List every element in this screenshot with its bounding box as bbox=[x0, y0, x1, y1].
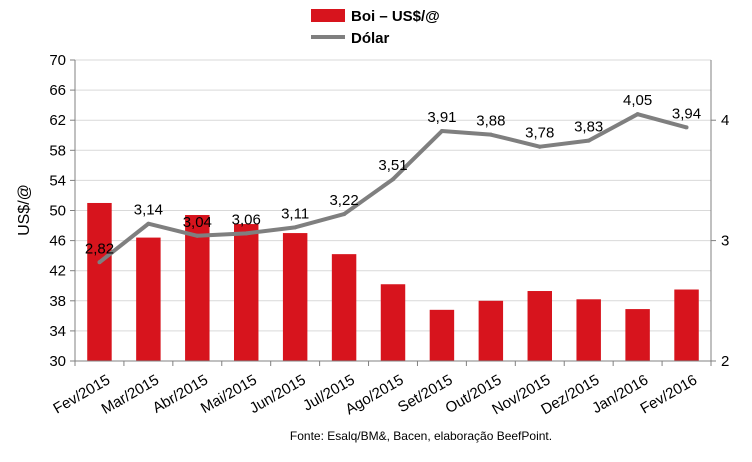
data-label-4: 3,11 bbox=[281, 205, 309, 222]
y-tick-label-0: 30 bbox=[49, 353, 66, 370]
legend: Boi – US$/@ Dólar bbox=[311, 8, 440, 47]
dolar-point-5 bbox=[342, 212, 347, 217]
dolar-point-0 bbox=[97, 260, 102, 265]
bar-1 bbox=[136, 237, 161, 361]
dolar-point-10 bbox=[586, 138, 591, 143]
y-tick-label-10: 70 bbox=[49, 52, 66, 69]
bar-5 bbox=[331, 254, 357, 361]
x-tick-label-12: Fev/2016 bbox=[637, 371, 700, 417]
y2-tick-label-0: 2 bbox=[721, 353, 729, 370]
y-tick-label-5: 50 bbox=[49, 203, 66, 220]
data-label-3: 3,06 bbox=[232, 211, 261, 228]
data-label-11: 4,05 bbox=[623, 92, 652, 109]
source-note: Fonte: Esalq/BM&, Bacen, elaboração Beef… bbox=[290, 429, 552, 443]
dolar-point-4 bbox=[293, 225, 298, 230]
data-label-9: 3,78 bbox=[525, 125, 554, 142]
dolar-point-1 bbox=[146, 221, 151, 226]
data-label-2: 3,04 bbox=[183, 214, 212, 231]
line-series bbox=[97, 112, 689, 265]
dolar-point-6 bbox=[391, 177, 395, 182]
bar-12 bbox=[674, 289, 699, 361]
bar-9 bbox=[527, 291, 552, 361]
legend-label-boi: Boi – US$/@ bbox=[351, 8, 440, 25]
y2-tick-label-1: 3 bbox=[721, 233, 729, 250]
y-tick-label-8: 62 bbox=[49, 112, 66, 129]
bar-8 bbox=[478, 300, 504, 361]
dolar-point-7 bbox=[439, 129, 444, 134]
data-label-8: 3,88 bbox=[476, 113, 505, 130]
data-label-6: 3,51 bbox=[378, 157, 407, 174]
y-tick-label-4: 46 bbox=[49, 233, 66, 250]
bar-0 bbox=[87, 202, 112, 361]
y-tick-label-9: 66 bbox=[49, 82, 66, 99]
dolar-point-11 bbox=[635, 112, 640, 117]
y-axis-title: US$/@ bbox=[16, 184, 33, 236]
bar-11 bbox=[625, 309, 650, 361]
dolar-point-2 bbox=[195, 233, 200, 238]
dolar-point-12 bbox=[684, 125, 689, 130]
axes bbox=[70, 59, 716, 366]
bar-6 bbox=[380, 284, 406, 361]
bar-series bbox=[87, 202, 699, 361]
y-tick-label-3: 42 bbox=[49, 263, 66, 280]
y-tick-label-6: 54 bbox=[49, 172, 66, 189]
y2-tick-label-2: 4 bbox=[721, 112, 729, 129]
bar-4 bbox=[282, 233, 308, 361]
data-label-10: 3,83 bbox=[574, 119, 603, 136]
y-tick-label-1: 34 bbox=[49, 323, 66, 340]
gridlines bbox=[75, 59, 711, 362]
data-labels: 2,82 3,14 3,04 3,06 3,11 3,22 3,51 3,91 3,88 3,78… bbox=[85, 92, 701, 257]
dolar-point-3 bbox=[244, 231, 249, 236]
y-tick-label-7: 58 bbox=[49, 142, 66, 159]
bar-2 bbox=[185, 215, 210, 361]
legend-label-dolar: Dólar bbox=[351, 30, 390, 47]
y-tick-label-2: 38 bbox=[49, 293, 66, 310]
bar-7 bbox=[429, 309, 455, 361]
bar-3 bbox=[234, 224, 259, 361]
dolar-point-9 bbox=[537, 144, 542, 149]
x-tick-label-4: Jun/2015 bbox=[247, 371, 309, 417]
data-label-7: 3,91 bbox=[427, 109, 456, 126]
bar-10 bbox=[576, 299, 601, 361]
legend-swatch-boi bbox=[311, 9, 345, 22]
data-label-1: 3,14 bbox=[134, 202, 163, 219]
data-label-5: 3,22 bbox=[329, 192, 358, 209]
data-label-12: 3,94 bbox=[672, 105, 701, 122]
dolar-point-8 bbox=[488, 132, 493, 137]
data-label-0: 2,82 bbox=[85, 240, 114, 257]
